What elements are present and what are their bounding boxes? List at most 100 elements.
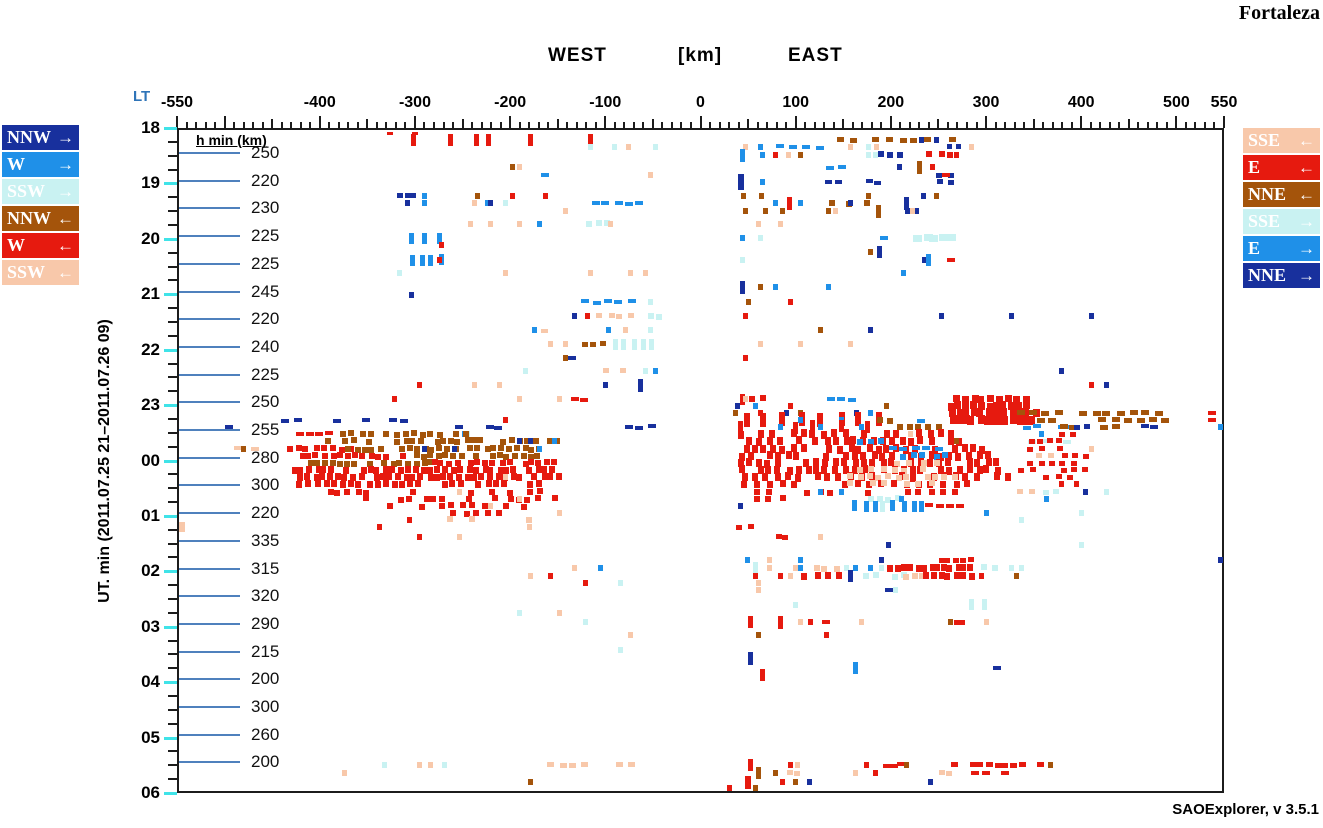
data-point (928, 779, 934, 785)
data-point (1067, 474, 1074, 480)
data-point (936, 179, 943, 185)
data-point (587, 134, 593, 146)
hmin-row-label: 320 (251, 586, 280, 606)
data-point (896, 423, 903, 430)
x-axis-label: 100 (782, 94, 810, 111)
data-point (868, 249, 874, 255)
data-point (500, 438, 507, 445)
data-point (517, 438, 523, 444)
hmin-row-label: 240 (251, 336, 280, 356)
data-point (635, 425, 644, 430)
hmin-row-line (179, 318, 240, 321)
data-point (408, 232, 414, 244)
data-point (497, 452, 504, 459)
data-point (439, 242, 445, 248)
x-axis-tick (785, 122, 788, 128)
legend-chip-label: NNE (1248, 184, 1287, 204)
data-point (619, 367, 626, 373)
data-point (377, 445, 384, 452)
data-point (742, 472, 749, 481)
data-point (1005, 473, 1012, 482)
legend-chip-e: E ← (1243, 155, 1320, 180)
data-point (909, 137, 917, 143)
data-point (527, 459, 534, 466)
data-point (1154, 411, 1163, 417)
data-point (1123, 417, 1132, 423)
data-point (395, 473, 402, 481)
data-point (825, 165, 834, 170)
x-axis-tick (699, 116, 702, 128)
data-point (434, 438, 441, 445)
data-point (602, 382, 608, 388)
data-point (1059, 423, 1068, 429)
data-point (884, 430, 891, 439)
data-point (760, 413, 767, 428)
data-point (965, 451, 972, 460)
data-point (547, 341, 553, 347)
data-point (512, 452, 519, 459)
data-point (1001, 415, 1009, 425)
data-point (335, 473, 342, 481)
data-point (562, 341, 568, 347)
data-point (379, 472, 386, 480)
data-point (440, 473, 447, 481)
data-point (894, 565, 901, 573)
data-point (911, 572, 918, 579)
data-point (742, 355, 748, 361)
data-point (948, 179, 954, 185)
data-point (421, 446, 427, 452)
data-point (757, 144, 763, 150)
data-point (959, 571, 966, 579)
data-point (868, 410, 874, 416)
lt-hour-tick (164, 625, 177, 629)
x-axis-tick (309, 122, 312, 128)
x-axis-label: -200 (494, 94, 527, 111)
data-point (1207, 411, 1216, 415)
lt-hour-tick (164, 514, 177, 518)
hmin-row-line (179, 373, 240, 376)
data-point (931, 572, 938, 580)
data-point (879, 452, 886, 461)
data-point (883, 445, 890, 454)
data-point (582, 580, 588, 586)
data-point (532, 327, 538, 333)
data-point (402, 431, 409, 438)
data-point (330, 479, 337, 487)
x-axis-tick (214, 122, 217, 128)
data-point (473, 452, 479, 459)
data-point (756, 580, 762, 586)
data-point (373, 466, 380, 474)
data-point (756, 767, 762, 779)
data-point (409, 473, 416, 481)
data-point (914, 208, 920, 214)
data-point (933, 453, 940, 460)
x-axis-tick (737, 122, 740, 128)
data-point (559, 762, 567, 768)
lt-quarter-tick (168, 528, 177, 531)
data-point (592, 300, 601, 305)
data-point (393, 431, 400, 438)
hmin-row-label: 315 (251, 558, 280, 578)
data-point (981, 564, 988, 571)
data-point (869, 458, 876, 467)
data-point (1032, 424, 1041, 429)
x-axis-tick (1156, 122, 1159, 128)
data-point (355, 446, 362, 453)
data-point (562, 208, 568, 214)
data-point (627, 312, 634, 318)
data-point (1016, 488, 1023, 494)
data-point (838, 417, 844, 423)
data-point (793, 779, 799, 785)
lt-hour-label: 23 (141, 395, 160, 415)
data-point (967, 556, 974, 562)
data-point (853, 565, 859, 571)
data-point (447, 516, 454, 523)
data-point (786, 466, 793, 475)
lt-hour-tick (164, 570, 177, 574)
data-point (447, 437, 454, 444)
legend-chip-label: E (1248, 238, 1261, 258)
data-point (1054, 410, 1063, 416)
data-point (886, 542, 892, 548)
legend-chip-label: SSW (7, 262, 46, 282)
x-axis-tick (499, 122, 502, 128)
